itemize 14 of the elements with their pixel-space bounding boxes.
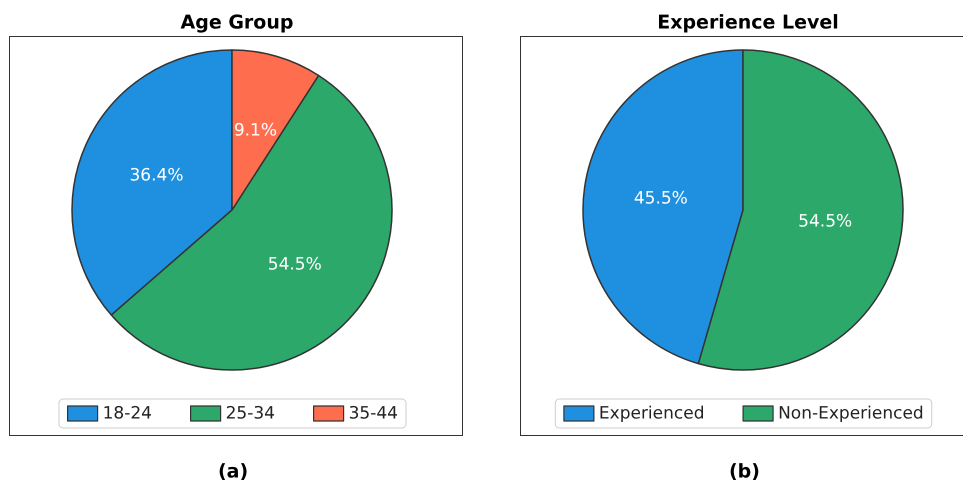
chart-title: Age Group (180, 12, 294, 34)
data-label: 9.1% (234, 120, 278, 140)
data-label: 36.4% (129, 166, 184, 186)
text: (b) (729, 460, 760, 482)
legend-label: Experienced (598, 404, 704, 424)
data-label: 54.5% (798, 212, 852, 232)
data-label: 54.5% (268, 254, 322, 274)
legend-label: Non-Experienced (778, 404, 924, 424)
text: (a) (218, 460, 248, 482)
data-label: 45.5% (634, 188, 688, 208)
legend-label: 35-44 (348, 404, 398, 424)
legend-label: 25-34 (226, 404, 276, 424)
legend-label: 18-24 (102, 404, 152, 424)
chart-title: Experience Level (657, 12, 839, 34)
